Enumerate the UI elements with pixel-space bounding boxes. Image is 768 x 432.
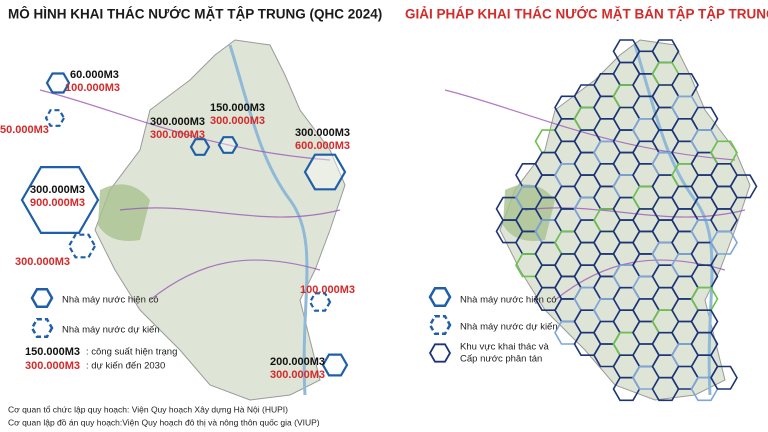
legend-label: Nhà máy nước dự kiến: [62, 325, 160, 336]
legend-label: : công suất hiện trạng: [86, 347, 177, 358]
legend-label: Khu vực khai thác và: [460, 342, 549, 353]
legend-label: Nhà máy nước hiện có: [460, 295, 557, 306]
legend-label: : dự kiến đến 2030: [86, 361, 165, 372]
plant-hexagon: [189, 138, 211, 156]
planned-capacity: 300.000M3: [15, 256, 70, 268]
hexagon-zone: [710, 230, 738, 255]
current-capacity: 200.000M3: [270, 356, 325, 368]
plant-hexagon: [321, 353, 349, 377]
legend-label: Nhà máy nước hiện có: [62, 295, 159, 306]
planned-capacity: 300.000M3: [210, 115, 265, 127]
left-title: MÔ HÌNH KHAI THÁC NƯỚC MẶT TẬP TRUNG (QH…: [8, 7, 382, 22]
right-title: GIẢI PHÁP KHAI THÁC NƯỚC MẶT BÁN TẬP TẬP…: [405, 7, 768, 22]
planned-capacity: 100.000M3: [65, 82, 120, 94]
region-map: [94, 39, 346, 401]
legend-hexagon: [428, 315, 452, 335]
plant-hexagon: [303, 153, 347, 191]
legend-label: Nhà máy nước dự kiến: [460, 322, 558, 333]
legend-hexagon: [428, 343, 452, 363]
plant-hexagon: [67, 233, 97, 259]
legend-label: Cấp nước phân tán: [460, 354, 542, 365]
credit: Cơ quan tổ chức lập quy hoạch: Viện Quy …: [8, 404, 288, 414]
current-capacity: 300.000M3: [30, 184, 85, 196]
current-capacity: 300.000M3: [150, 116, 205, 128]
legend-hexagon: [30, 288, 54, 308]
mountain-area: [98, 184, 150, 241]
plant-hexagon: [44, 109, 66, 127]
credit: Cơ quan lập đồ án quy hoạch:Viện Quy hoạ…: [8, 417, 320, 427]
current-capacity: 150.000M3: [210, 102, 265, 114]
hexagon-zone: [710, 365, 738, 390]
river: [228, 44, 309, 396]
current-capacity: 300.000M3: [295, 127, 350, 139]
current-capacity: 60.000M3: [70, 69, 119, 81]
legend-capacity: 300.000M3: [25, 360, 80, 372]
river: [633, 44, 714, 396]
legend-hexagon: [428, 287, 452, 307]
planned-capacity: 600.000M3: [295, 140, 350, 152]
planned-capacity: 100.000M3: [300, 284, 355, 296]
plant-hexagon: [45, 72, 71, 94]
hexagon-zone: [729, 174, 758, 199]
planned-capacity: 300.000M3: [150, 129, 205, 141]
road: [444, 89, 746, 301]
planned-capacity: 50.000M3: [0, 124, 49, 136]
plant-hexagon: [308, 292, 332, 312]
plant-hexagon: [20, 166, 100, 234]
planned-capacity: 300.000M3: [270, 369, 325, 381]
planned-capacity: 900.000M3: [30, 197, 85, 209]
legend-hexagon: [30, 318, 54, 338]
plant-hexagon: [217, 136, 239, 154]
legend-capacity: 150.000M3: [25, 346, 80, 358]
road: [39, 89, 341, 301]
